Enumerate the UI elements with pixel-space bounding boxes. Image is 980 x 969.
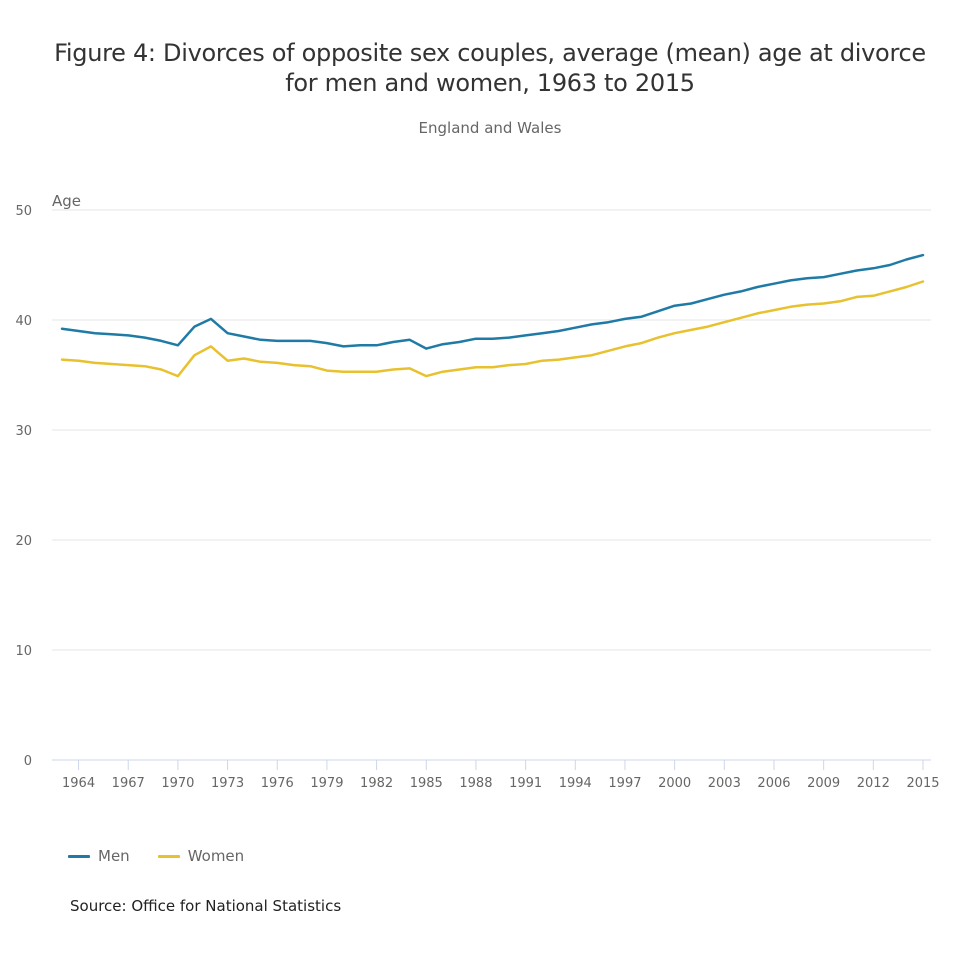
- source-note: Source: Office for National Statistics: [70, 897, 342, 915]
- legend-swatch-women: [157, 854, 180, 858]
- x-tick-label: 1997: [608, 776, 641, 791]
- series-line-men[interactable]: [60, 253, 925, 350]
- x-tick-label: 1970: [161, 776, 194, 791]
- chart-title: Figure 4: Divorces of opposite sex coupl…: [0, 38, 980, 98]
- x-tick-label: 2015: [906, 776, 939, 791]
- chart-title-line-1: Figure 4: Divorces of opposite sex coupl…: [54, 39, 926, 67]
- legend-swatch-men: [68, 854, 90, 858]
- x-tick-label: 2009: [807, 776, 840, 791]
- chart-subtitle: England and Wales: [418, 119, 562, 137]
- x-tick-label: 1967: [112, 776, 145, 791]
- x-tick-label: 2012: [857, 776, 890, 791]
- x-tick-label: 1994: [559, 776, 592, 791]
- gridlines: [52, 209, 931, 651]
- y-tick-label: 10: [15, 644, 32, 659]
- legend-label-men: Men: [98, 847, 130, 865]
- x-tick-label: 1973: [211, 776, 244, 791]
- y-tick-label: 40: [15, 314, 32, 329]
- x-tick-label: 1979: [310, 776, 343, 791]
- y-axis-ticks: 0 10 20 30 40 50: [15, 204, 32, 769]
- y-tick-label: 20: [15, 534, 32, 549]
- x-tick-label: 1985: [410, 776, 443, 791]
- x-tick-label: 2006: [757, 776, 790, 791]
- x-axis: 1964 1967 1970 1973 1976 1979 1982 1985 1988 1991…: [52, 759, 940, 791]
- y-tick-label: 30: [15, 424, 32, 439]
- legend-label-women: Women: [187, 847, 245, 865]
- chart-title-line-2: for men and women, 1963 to 2015: [285, 69, 695, 97]
- x-tick-label: 2000: [658, 776, 691, 791]
- legend-item-men[interactable]: Men: [68, 847, 130, 865]
- legend: Men Women: [68, 847, 272, 865]
- x-tick-label: 1964: [62, 776, 95, 791]
- legend-item-women[interactable]: Women: [157, 847, 245, 865]
- y-tick-label: 50: [15, 204, 32, 219]
- y-tick-label: 0: [24, 754, 32, 769]
- x-tick-label: 1976: [261, 776, 294, 791]
- x-tick-label: 1991: [509, 776, 542, 791]
- x-tick-label: 1982: [360, 776, 393, 791]
- x-tick-label: 2003: [708, 776, 741, 791]
- series-line-women[interactable]: [60, 280, 925, 378]
- series-lines: [60, 253, 925, 378]
- x-tick-label: 1988: [459, 776, 492, 791]
- y-axis-label: Age: [52, 192, 81, 210]
